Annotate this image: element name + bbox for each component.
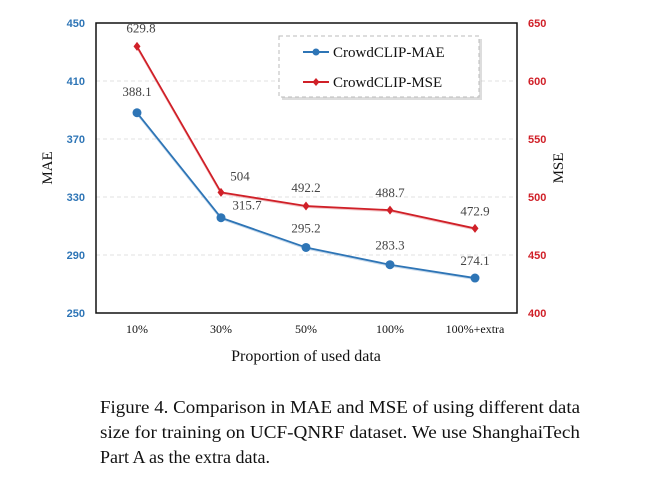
x-tick-label: 100%+extra <box>446 322 505 336</box>
data-point <box>301 242 311 252</box>
x-tick-label: 100% <box>376 322 404 336</box>
data-point <box>385 260 395 270</box>
data-label: 492.2 <box>291 180 320 195</box>
data-label: 388.1 <box>122 84 151 99</box>
left-tick-label: 410 <box>67 76 85 88</box>
legend-box <box>278 35 480 98</box>
caption: Figure 4. Comparison in MAE and MSE of u… <box>100 397 580 467</box>
left-axis-label: MAE <box>40 151 56 184</box>
right-tick-label: 400 <box>528 308 546 320</box>
x-tick-label: 30% <box>210 322 232 336</box>
data-label: 315.7 <box>232 198 262 213</box>
data-point <box>470 273 480 283</box>
right-tick-label: 450 <box>528 250 546 262</box>
right-tick-label: 500 <box>528 192 546 204</box>
right-tick-label: 600 <box>528 76 546 88</box>
left-tick-label: 370 <box>67 134 85 146</box>
caption-line: size for training on UCF-QNRF dataset. W… <box>100 422 580 442</box>
data-point <box>132 108 142 118</box>
data-label: 488.7 <box>375 185 405 200</box>
series-layer: 388.1 315.7 295.2 283.3 274.1 629.8 504 492.2 48… <box>122 20 490 283</box>
left-tick-label: 290 <box>67 250 85 262</box>
right-tick-label: 650 <box>528 18 546 30</box>
data-label: 504 <box>230 168 250 183</box>
data-point <box>471 223 479 233</box>
data-point <box>216 213 226 223</box>
left-tick-label: 330 <box>67 192 85 204</box>
x-tick-label: 10% <box>126 322 148 336</box>
legend-label: CrowdCLIP-MAE <box>333 45 445 61</box>
data-point <box>217 187 225 197</box>
diamond-marker-icon <box>312 78 320 86</box>
legend-item-mse: CrowdCLIP-MSE <box>303 75 442 91</box>
left-tick-label: 250 <box>67 308 85 320</box>
x-tick-label: 50% <box>295 322 317 336</box>
tick-labels: 250 290 330 370 410 450 400 450 500 550 600 650 10% 3… <box>67 18 547 336</box>
plot-frame <box>95 22 518 314</box>
right-tick-label: 550 <box>528 134 546 146</box>
right-axis-label: MSE <box>551 153 567 184</box>
data-label: 295.2 <box>291 220 320 235</box>
caption-line: Part A as the extra data. <box>100 447 270 467</box>
circle-marker-icon <box>312 48 320 56</box>
data-point <box>133 41 141 51</box>
data-label: 274.1 <box>460 253 489 268</box>
data-label: 472.9 <box>460 203 489 218</box>
legend-label: CrowdCLIP-MSE <box>333 75 442 91</box>
data-label: 629.8 <box>126 20 155 35</box>
legend: CrowdCLIP-MAE CrowdCLIP-MSE <box>278 35 482 100</box>
data-label: 283.3 <box>375 238 404 253</box>
left-tick-label: 450 <box>67 18 85 30</box>
data-point <box>386 205 394 215</box>
legend-item-mae: CrowdCLIP-MAE <box>303 45 445 61</box>
series-line-CrowdCLIP-MAE <box>136 112 476 279</box>
x-axis-label: Proportion of used data <box>231 348 381 365</box>
data-point <box>302 201 310 211</box>
caption-line: Figure 4. Comparison in MAE and MSE of u… <box>100 397 580 417</box>
